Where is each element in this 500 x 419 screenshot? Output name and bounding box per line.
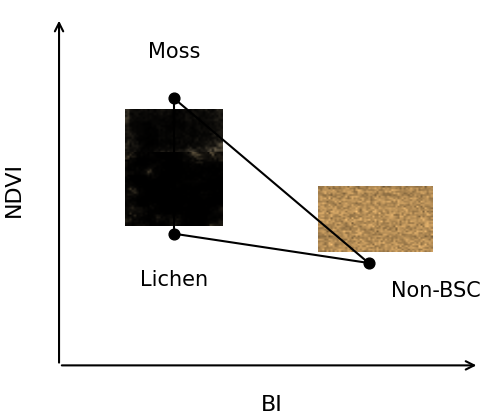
Text: Lichen: Lichen bbox=[140, 270, 208, 290]
Text: NDVI: NDVI bbox=[4, 162, 24, 217]
Text: BI: BI bbox=[260, 395, 282, 415]
Point bbox=[364, 260, 372, 266]
Text: Moss: Moss bbox=[148, 42, 200, 62]
Point bbox=[170, 95, 178, 102]
Text: Non-BSC: Non-BSC bbox=[390, 281, 480, 301]
Point bbox=[170, 230, 178, 237]
